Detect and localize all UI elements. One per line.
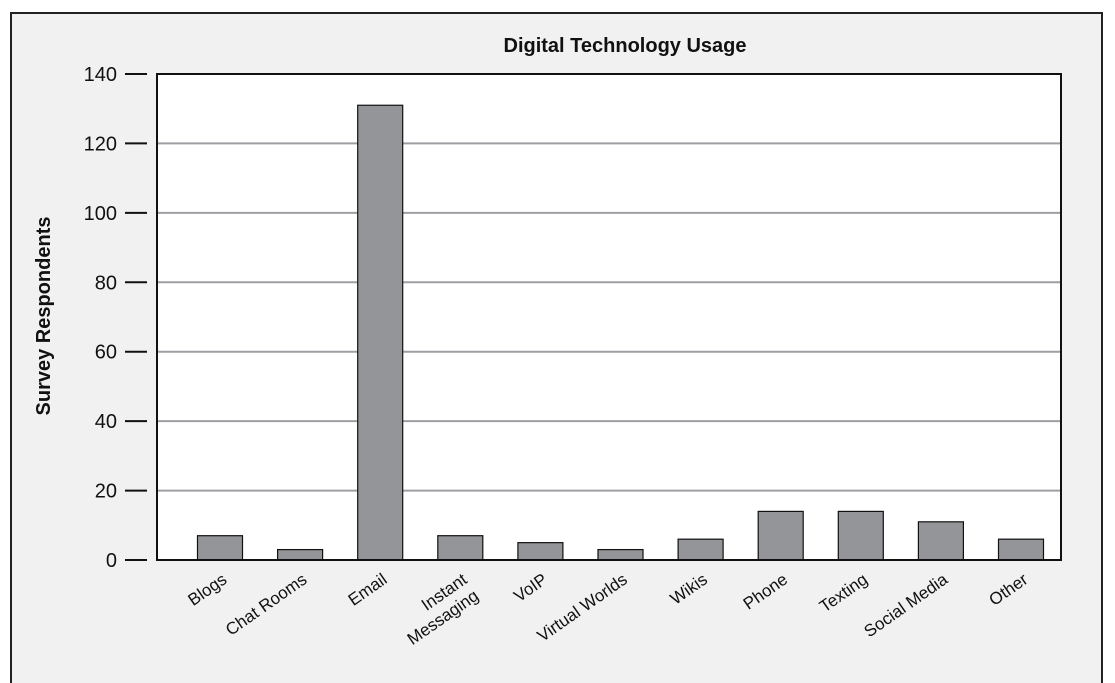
x-tick-label: Email — [345, 570, 391, 610]
bar — [196, 535, 244, 561]
bar — [517, 542, 564, 561]
bar — [917, 521, 965, 561]
x-tick-label: InstantMessaging — [392, 570, 482, 649]
x-tick-label: Chat Rooms — [222, 570, 310, 640]
chart-title: Digital Technology Usage — [504, 35, 747, 57]
bars — [196, 104, 1045, 561]
x-tick-label: Texting — [816, 570, 871, 616]
y-tick-label: 100 — [84, 203, 117, 225]
y-tick-label: 60 — [95, 342, 117, 364]
x-tick-label: Other — [986, 570, 1032, 610]
bar — [757, 510, 804, 561]
y-tick-label: 20 — [95, 481, 117, 503]
bar — [357, 104, 404, 561]
y-ticks: 0 20 40 60 80 100 120 140 — [84, 64, 147, 572]
x-tick-label: Virtual Worlds — [534, 570, 631, 646]
x-tick-label: Blogs — [185, 570, 231, 610]
plot-frame — [156, 73, 1062, 561]
x-tick-label: Wikis — [667, 570, 711, 609]
bar — [597, 548, 644, 561]
bar — [277, 548, 324, 561]
bar — [997, 538, 1045, 561]
axes — [156, 73, 1062, 561]
x-tick-label: Phone — [740, 570, 791, 614]
y-tick-label: 0 — [106, 550, 117, 572]
y-tick-label: 140 — [84, 64, 117, 86]
x-tick-label: Social Media — [861, 569, 952, 641]
plot-area — [157, 74, 1061, 560]
bar — [837, 510, 884, 561]
y-tick-label: 120 — [84, 133, 117, 155]
y-tick-label: 40 — [95, 411, 117, 433]
gridlines — [157, 142, 1061, 492]
y-axis-label: Survey Respondents — [33, 217, 55, 416]
y-tick-label: 80 — [95, 272, 117, 294]
bar — [677, 538, 724, 561]
bar — [437, 535, 484, 561]
x-tick-label: VoIP — [510, 570, 550, 606]
